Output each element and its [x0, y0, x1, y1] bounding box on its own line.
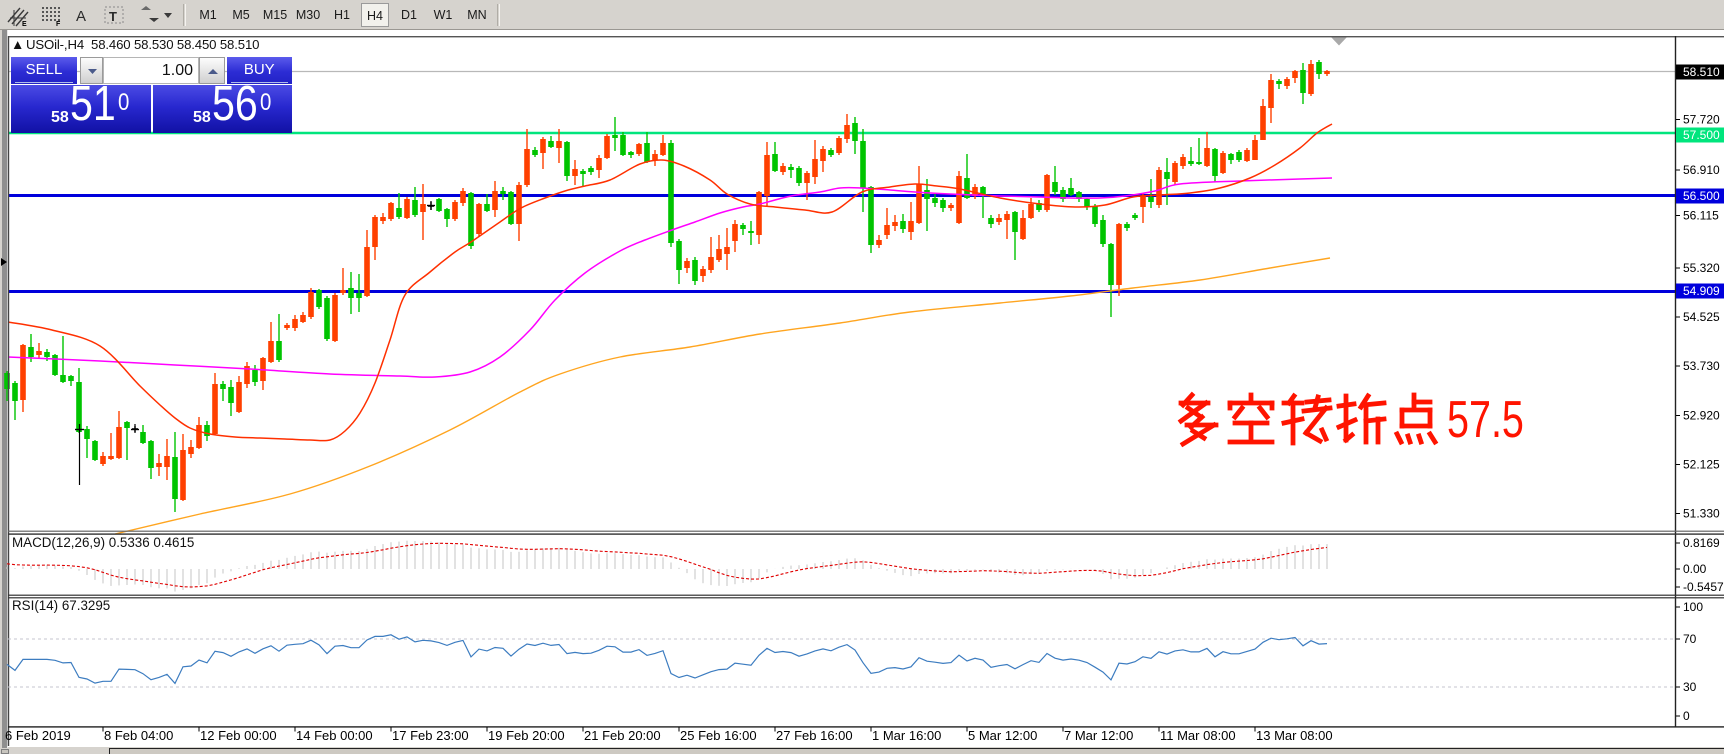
- svg-text:58.510: 58.510: [1683, 65, 1720, 79]
- svg-text:14 Feb 00:00: 14 Feb 00:00: [296, 728, 373, 743]
- svg-text:F: F: [56, 21, 61, 28]
- svg-text:12 Feb 00:00: 12 Feb 00:00: [200, 728, 277, 743]
- svg-text:7 Mar 12:00: 7 Mar 12:00: [1064, 728, 1133, 743]
- svg-text:57.720: 57.720: [1683, 113, 1720, 127]
- svg-text:30: 30: [1683, 680, 1697, 694]
- svg-text:0.8169: 0.8169: [1683, 536, 1720, 550]
- svg-text:8 Feb 04:00: 8 Feb 04:00: [104, 728, 173, 743]
- svg-text:27 Feb 16:00: 27 Feb 16:00: [776, 728, 853, 743]
- svg-text:6 Feb 2019: 6 Feb 2019: [5, 728, 71, 743]
- svg-text:13 Mar 08:00: 13 Mar 08:00: [1256, 728, 1333, 743]
- svg-text:RSI(14) 67.3295: RSI(14) 67.3295: [12, 598, 110, 613]
- svg-text:0: 0: [1683, 709, 1690, 723]
- svg-text:T: T: [109, 9, 117, 24]
- svg-text:53.730: 53.730: [1683, 359, 1720, 373]
- svg-text:56.500: 56.500: [1683, 189, 1720, 203]
- svg-text:USOil-,H4 58.460 58.530 58.45: USOil-,H4 58.460 58.530 58.450 58.510: [26, 37, 259, 52]
- svg-text:55.320: 55.320: [1683, 261, 1720, 275]
- svg-text:▲: ▲: [11, 37, 24, 52]
- svg-text:70: 70: [1683, 632, 1697, 646]
- svg-text:57.500: 57.500: [1683, 128, 1720, 142]
- svg-text:25 Feb 16:00: 25 Feb 16:00: [680, 728, 757, 743]
- svg-text:54.525: 54.525: [1683, 310, 1720, 324]
- svg-text:-0.5457: -0.5457: [1683, 580, 1724, 594]
- svg-text:54.909: 54.909: [1683, 284, 1720, 298]
- svg-text:MACD(12,26,9) 0.5336 0.4615: MACD(12,26,9) 0.5336 0.4615: [12, 535, 194, 550]
- svg-text:100: 100: [1683, 600, 1703, 614]
- svg-text:E: E: [22, 21, 27, 28]
- svg-text:52.920: 52.920: [1683, 409, 1720, 423]
- svg-text:0.00: 0.00: [1683, 562, 1707, 576]
- svg-text:56.910: 56.910: [1683, 163, 1720, 177]
- svg-text:1 Mar 16:00: 1 Mar 16:00: [872, 728, 941, 743]
- svg-text:19 Feb 20:00: 19 Feb 20:00: [488, 728, 565, 743]
- svg-text:57.5: 57.5: [1447, 390, 1524, 449]
- svg-text:56.115: 56.115: [1683, 209, 1719, 223]
- svg-text:21 Feb 20:00: 21 Feb 20:00: [584, 728, 661, 743]
- svg-text:11 Mar 08:00: 11 Mar 08:00: [1160, 728, 1236, 743]
- svg-text:51.330: 51.330: [1683, 507, 1720, 521]
- svg-text:17 Feb 23:00: 17 Feb 23:00: [392, 728, 469, 743]
- svg-text:52.125: 52.125: [1683, 458, 1720, 472]
- svg-text:5 Mar 12:00: 5 Mar 12:00: [968, 728, 1037, 743]
- svg-text:A: A: [76, 8, 86, 25]
